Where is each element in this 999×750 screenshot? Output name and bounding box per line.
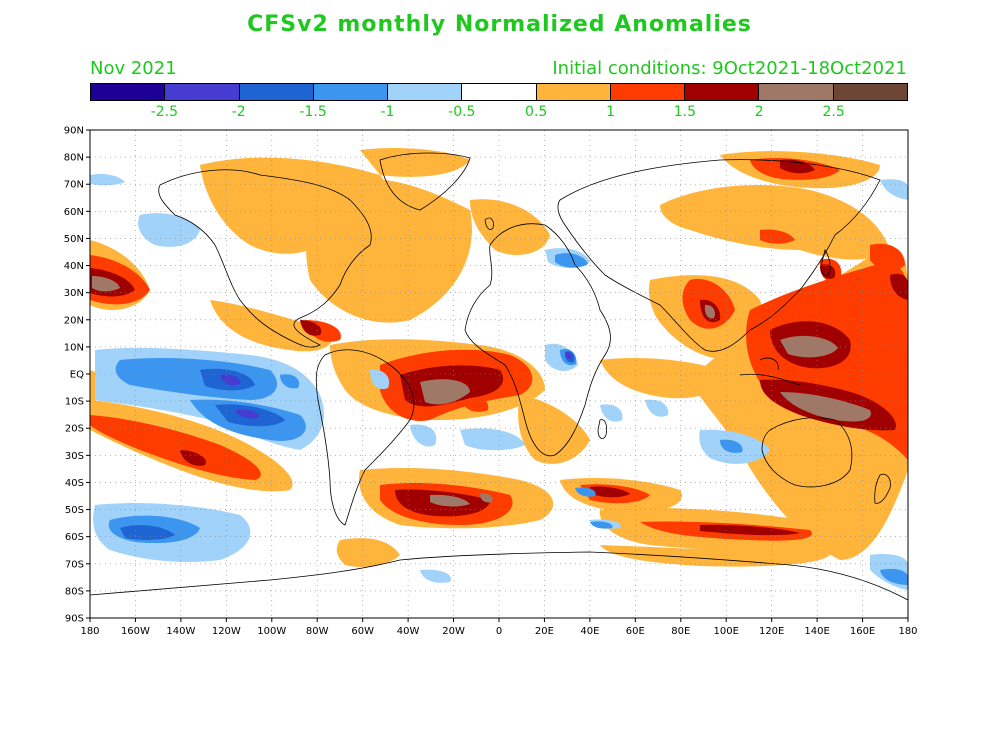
- colorbar-label: 0.5: [525, 104, 548, 120]
- colorbar-label: 1.5: [673, 104, 697, 120]
- asia-coast: [557, 159, 881, 352]
- colorbar-label: 1: [606, 104, 615, 120]
- lon-label: 140E: [804, 626, 829, 637]
- anomaly-shading: [90, 148, 908, 590]
- colorbar-swatch: [91, 84, 166, 100]
- greenland-coast: [379, 152, 471, 211]
- lon-label: 180: [898, 626, 917, 637]
- lat-label: 10N: [64, 342, 84, 353]
- initial-conditions-label: Initial conditions: 9Oct2021-18Oct2021: [552, 58, 907, 79]
- japan-coast: [820, 248, 831, 277]
- north-america-coast: [158, 169, 372, 348]
- coastlines: [90, 152, 908, 601]
- lon-label: 20E: [535, 626, 554, 637]
- colorbar-label: -2: [231, 104, 246, 120]
- lon-label: 100W: [257, 626, 286, 637]
- colorbar-swatch: [388, 84, 463, 100]
- lat-label: 50S: [65, 505, 84, 516]
- colorbar-swatch: [313, 84, 389, 100]
- colorbar-label: 2.5: [822, 104, 845, 120]
- colorbar-label: -1: [380, 104, 395, 120]
- colorbar-swatch: [165, 84, 240, 100]
- new-zealand-coast: [874, 473, 891, 504]
- australia-coast: [761, 417, 853, 488]
- europe-africa-coast: [464, 223, 611, 457]
- colorbar-swatch: [759, 84, 834, 100]
- axis-ticks: 90N 80N 70N 60N 50N 40N 30N 20N 10N EQ 10S 20S 30S 40…: [64, 126, 918, 638]
- lat-label: 30N: [64, 288, 84, 299]
- indonesia-coast: [739, 357, 801, 386]
- valid-month-label: Nov 2021: [90, 58, 177, 79]
- colorbar-label: 2: [754, 104, 764, 120]
- colorbar-swatch: [610, 84, 686, 100]
- uk-coast: [484, 217, 494, 230]
- lat-label: 60S: [65, 532, 84, 543]
- colorbar-label: -0.5: [448, 104, 476, 120]
- madagascar-coast: [597, 419, 608, 439]
- anomaly-level-neg4: [220, 351, 572, 419]
- lat-label: 80S: [65, 586, 84, 597]
- chart-title: CFSv2 monthly Normalized Anomalies: [247, 12, 752, 37]
- lon-label: 180: [80, 626, 99, 637]
- lon-label: 0: [496, 626, 502, 637]
- lat-label: 70N: [64, 180, 84, 191]
- lon-label: 60W: [351, 626, 374, 637]
- colorbar-swatch: [462, 84, 537, 100]
- lat-label: 20S: [65, 424, 84, 435]
- lon-label: 100E: [714, 626, 739, 637]
- lat-label: EQ: [70, 370, 84, 381]
- lat-label: 40S: [65, 478, 84, 489]
- colorbar-swatch: [536, 84, 611, 100]
- colorbar-swatch: [239, 84, 314, 100]
- lat-label: 40N: [64, 261, 84, 272]
- lon-label: 120E: [759, 626, 784, 637]
- lon-label: 160E: [850, 626, 875, 637]
- lon-label: 80W: [306, 626, 329, 637]
- lat-label: 30S: [65, 451, 84, 462]
- lon-label: 160W: [121, 626, 150, 637]
- lat-label: 70S: [65, 559, 84, 570]
- colorbar-label: -2.5: [150, 104, 179, 120]
- south-america-coast: [315, 349, 415, 526]
- antarctica-coast: [90, 551, 908, 601]
- colorbar-swatch: [685, 84, 760, 100]
- colorbar: [90, 83, 908, 101]
- lat-label: 60N: [64, 207, 84, 218]
- colorbar-label: -1.5: [299, 104, 327, 120]
- lat-label: 90S: [65, 614, 84, 625]
- lat-label: 80N: [64, 153, 84, 164]
- lon-label: 140W: [166, 626, 195, 637]
- lon-label: 40W: [397, 626, 420, 637]
- lat-label: 90N: [64, 126, 84, 137]
- lat-label: 20N: [64, 315, 84, 326]
- lon-label: 80E: [671, 626, 690, 637]
- lat-label: 10S: [65, 397, 84, 408]
- lon-label: 60E: [626, 626, 645, 637]
- lon-label: 20W: [442, 626, 465, 637]
- anomaly-level-4: [92, 276, 871, 507]
- lon-label: 120W: [212, 626, 241, 637]
- colorbar-swatch: [833, 84, 907, 100]
- lon-label: 40E: [580, 626, 599, 637]
- lat-label: 50N: [64, 234, 84, 245]
